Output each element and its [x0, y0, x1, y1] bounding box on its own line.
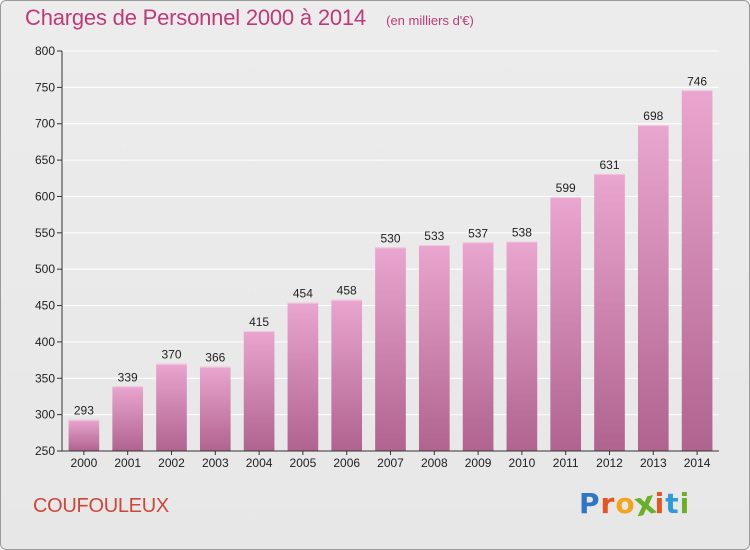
bar: [156, 363, 187, 451]
axes: [57, 50, 719, 455]
bar-value-label: 415: [249, 315, 269, 329]
chart-title: Charges de Personnel 2000 à 2014 (en mil…: [25, 5, 474, 31]
bar-value-label: 454: [293, 287, 313, 301]
x-tick-label: 2009: [465, 456, 492, 470]
labels: 250 300 350 400 450 500 550 600 650 700 750 800 293 2…: [35, 44, 711, 470]
bar: [681, 90, 713, 451]
bar: [550, 197, 582, 451]
bar: [462, 242, 494, 451]
bar-value-label: 599: [556, 181, 576, 195]
bar-value-label: 537: [468, 226, 488, 240]
x-tick-label: 2014: [684, 456, 711, 470]
y-tick-label: 500: [35, 262, 55, 276]
bar: [287, 302, 319, 451]
bar: [112, 386, 144, 451]
brand-letter: o: [615, 487, 636, 520]
brand-letter: t: [665, 487, 680, 520]
x-tick-label: 2004: [246, 456, 273, 470]
x-tick-label: 2003: [202, 456, 229, 470]
bar: [418, 245, 450, 451]
x-tick-label: 2002: [158, 456, 185, 470]
bar-value-label: 458: [337, 284, 357, 298]
y-tick-label: 400: [35, 335, 55, 349]
bar-value-label: 530: [380, 231, 400, 245]
brand-logo: Proxiti: [579, 483, 691, 525]
y-tick-label: 350: [35, 371, 55, 385]
brand-letter: i: [654, 487, 666, 520]
y-tick-label: 450: [35, 299, 55, 313]
y-tick-label: 750: [35, 80, 55, 94]
x-tick-label: 2010: [509, 456, 536, 470]
chart-title-main: Charges de Personnel 2000 à 2014: [25, 5, 366, 30]
x-tick-label: 2007: [377, 456, 404, 470]
x-tick-label: 2001: [114, 456, 141, 470]
chart-title-unit: (en milliers d'€): [386, 13, 474, 28]
bar: [68, 419, 100, 451]
bar-value-label: 533: [424, 229, 444, 243]
bar-value-label: 370: [161, 348, 181, 362]
x-tick-label: 2011: [553, 456, 579, 470]
town-name: COUFOULEUX: [33, 495, 169, 517]
x-tick-label: 2006: [333, 456, 360, 470]
y-tick-label: 600: [35, 189, 55, 203]
bar-value-label: 293: [74, 404, 94, 418]
bar: [375, 247, 406, 451]
bar-value-label: 538: [512, 226, 532, 240]
y-tick-label: 300: [35, 408, 55, 422]
y-tick-label: 650: [35, 153, 55, 167]
brand-letter: P: [579, 487, 601, 520]
brand-letter: i: [679, 487, 691, 520]
bar-value-label: 631: [599, 158, 619, 172]
bar: [331, 299, 363, 451]
bar: [637, 125, 669, 451]
bar: [199, 366, 231, 451]
y-tick-label: 550: [35, 226, 55, 240]
x-tick-label: 2013: [640, 456, 667, 470]
y-tick-label: 250: [35, 444, 55, 458]
bar-value-label: 746: [687, 74, 707, 88]
x-tick-label: 2000: [71, 456, 98, 470]
brand-letter: r: [600, 487, 616, 520]
bars: [68, 90, 713, 451]
bar: [594, 173, 625, 451]
x-tick-label: 2008: [421, 456, 448, 470]
bar-value-label: 698: [643, 109, 663, 123]
x-tick-label: 2012: [596, 456, 623, 470]
x-tick-label: 2005: [290, 456, 317, 470]
y-tick-label: 700: [35, 117, 55, 131]
bar: [243, 331, 275, 451]
bar-value-label: 339: [118, 370, 138, 384]
bar: [506, 241, 538, 451]
bar-value-label: 366: [205, 351, 225, 365]
y-tick-label: 800: [35, 44, 55, 58]
